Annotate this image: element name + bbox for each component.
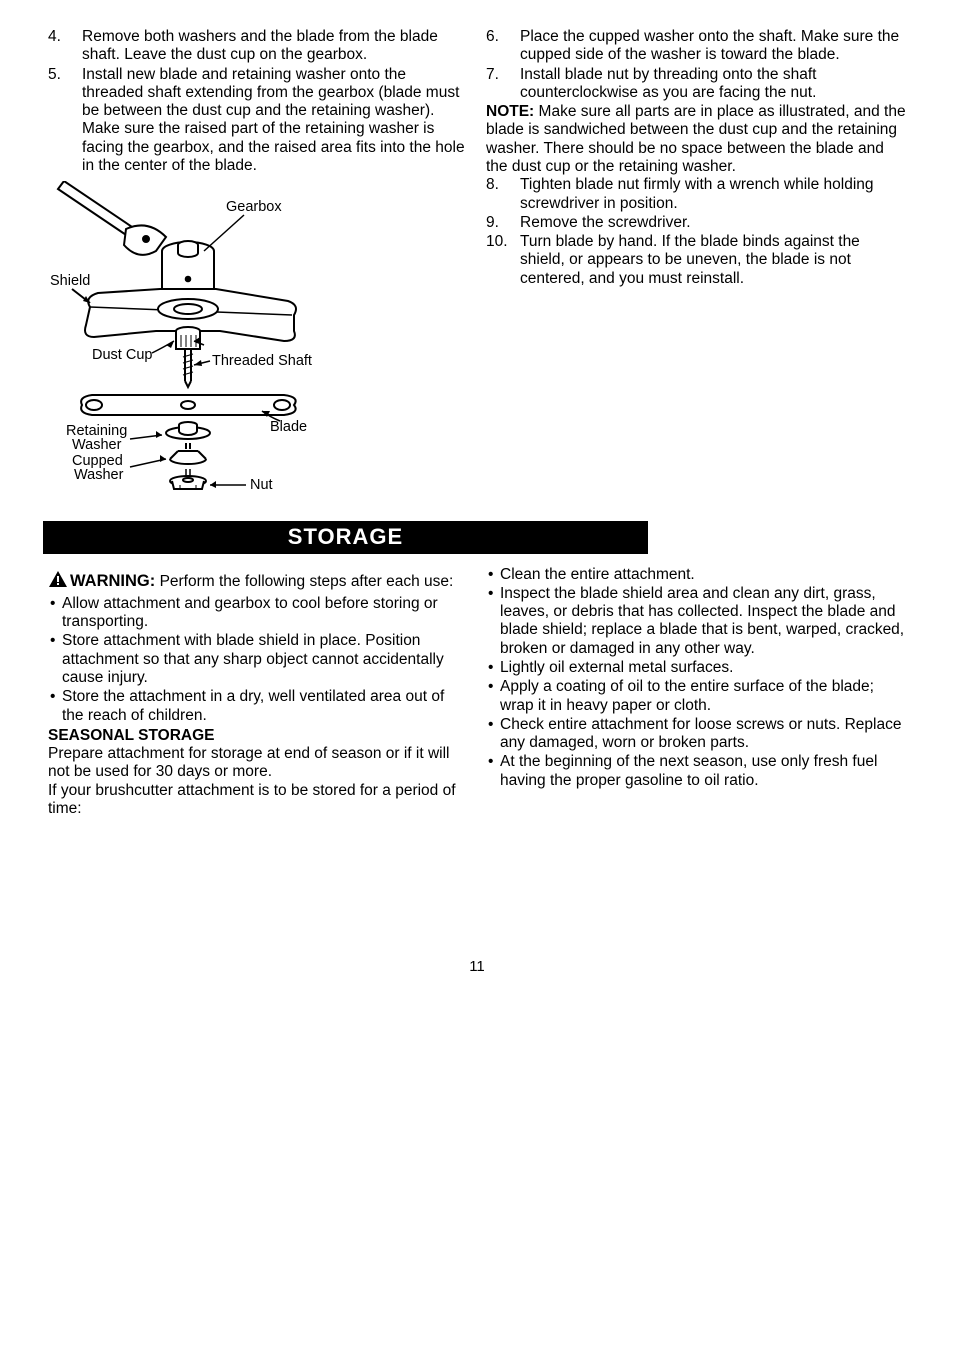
step-number: 10. <box>486 233 520 288</box>
step-number: 5. <box>48 66 82 176</box>
diagram-svg: Gearbox Shield Dust Cup Threaded Shaft <box>48 181 328 501</box>
list-item: • Store the attachment in a dry, well ve… <box>48 688 468 725</box>
step-number: 9. <box>486 214 520 232</box>
step-number: 7. <box>486 66 520 103</box>
bullet-text: Apply a coating of oil to the entire sur… <box>500 678 906 715</box>
seasonal-paragraph-2: If your brushcutter attachment is to be … <box>48 782 468 819</box>
warning-block: WARNING: Perform the following steps aft… <box>48 570 468 593</box>
list-item: • Apply a coating of oil to the entire s… <box>486 678 906 715</box>
label-cupped-washer-2: Washer <box>74 467 124 483</box>
manual-page: 4. Remove both washers and the blade fro… <box>0 0 954 975</box>
warning-text: Perform the following steps after each u… <box>160 573 454 590</box>
step-text: Install blade nut by threading onto the … <box>520 66 906 103</box>
step-4: 4. Remove both washers and the blade fro… <box>48 28 468 65</box>
blade-assembly-diagram: Gearbox Shield Dust Cup Threaded Shaft <box>48 181 468 506</box>
bullet-text: Store attachment with blade shield in pl… <box>62 632 468 687</box>
label-blade: Blade <box>270 419 307 435</box>
step-6: 6. Place the cupped washer onto the shaf… <box>486 28 906 65</box>
bullet-text: Lightly oil external metal surfaces. <box>500 659 906 677</box>
seasonal-paragraph-1: Prepare attachment for storage at end of… <box>48 745 468 782</box>
step-text: Turn blade by hand. If the blade binds a… <box>520 233 906 288</box>
step-7: 7. Install blade nut by threading onto t… <box>486 66 906 103</box>
step-text: Place the cupped washer onto the shaft. … <box>520 28 906 65</box>
bullet-icon: • <box>486 716 500 753</box>
label-nut: Nut <box>250 477 273 493</box>
bullet-icon: • <box>48 632 62 687</box>
seasonal-storage-heading: SEASONAL STORAGE <box>48 727 468 745</box>
bullet-icon: • <box>48 595 62 632</box>
list-item: • Lightly oil external metal surfaces. <box>486 659 906 677</box>
page-number: 11 <box>48 958 906 975</box>
note-label: NOTE: <box>486 103 534 120</box>
storage-columns: WARNING: Perform the following steps aft… <box>48 564 906 819</box>
bullet-icon: • <box>486 566 500 584</box>
bullet-text: Store the attachment in a dry, well vent… <box>62 688 468 725</box>
bullet-text: Inspect the blade shield area and clean … <box>500 585 906 658</box>
list-item: • Check entire attachment for loose scre… <box>486 716 906 753</box>
step-8: 8. Tighten blade nut firmly with a wrenc… <box>486 176 906 213</box>
label-shield: Shield <box>50 273 90 289</box>
warning-label: WARNING: <box>70 572 155 590</box>
label-gearbox: Gearbox <box>226 199 282 215</box>
bullet-text: At the beginning of the next season, use… <box>500 753 906 790</box>
bullet-icon: • <box>486 753 500 790</box>
label-retaining-washer-2: Washer <box>72 437 122 453</box>
step-number: 6. <box>486 28 520 65</box>
list-item: • Allow attachment and gearbox to cool b… <box>48 595 468 632</box>
bullet-text: Allow attachment and gearbox to cool bef… <box>62 595 468 632</box>
bullet-icon: • <box>48 688 62 725</box>
section-title-bar: STORAGE <box>43 521 648 554</box>
step-number: 8. <box>486 176 520 213</box>
list-item: • Inspect the blade shield area and clea… <box>486 585 906 658</box>
step-9: 9. Remove the screwdriver. <box>486 214 906 232</box>
storage-right-bullets: • Clean the entire attachment. • Inspect… <box>486 566 906 790</box>
top-right-column: 6. Place the cupped washer onto the shaf… <box>486 28 906 517</box>
step-text: Tighten blade nut firmly with a wrench w… <box>520 176 906 213</box>
step-number: 4. <box>48 28 82 65</box>
step-text: Install new blade and retaining washer o… <box>82 66 468 176</box>
label-dust-cup: Dust Cup <box>92 347 152 363</box>
step-5: 5. Install new blade and retaining washe… <box>48 66 468 176</box>
storage-right-column: • Clean the entire attachment. • Inspect… <box>486 564 906 819</box>
bullet-text: Clean the entire attachment. <box>500 566 906 584</box>
storage-left-bullets: • Allow attachment and gearbox to cool b… <box>48 595 468 725</box>
warning-triangle-icon <box>48 570 68 593</box>
list-item: • Clean the entire attachment. <box>486 566 906 584</box>
step-text: Remove the screwdriver. <box>520 214 906 232</box>
bullet-text: Check entire attachment for loose screws… <box>500 716 906 753</box>
label-threaded-shaft: Threaded Shaft <box>212 353 312 369</box>
note-text: Make sure all parts are in place as illu… <box>486 103 906 175</box>
bullet-icon: • <box>486 678 500 715</box>
list-item: • At the beginning of the next season, u… <box>486 753 906 790</box>
top-left-column: 4. Remove both washers and the blade fro… <box>48 28 468 517</box>
bullet-icon: • <box>486 659 500 677</box>
step-text: Remove both washers and the blade from t… <box>82 28 468 65</box>
note-block: NOTE: Make sure all parts are in place a… <box>486 103 906 176</box>
step-10: 10. Turn blade by hand. If the blade bin… <box>486 233 906 288</box>
storage-left-column: WARNING: Perform the following steps aft… <box>48 564 468 819</box>
top-columns: 4. Remove both washers and the blade fro… <box>48 28 906 517</box>
list-item: • Store attachment with blade shield in … <box>48 632 468 687</box>
bullet-icon: • <box>486 585 500 658</box>
